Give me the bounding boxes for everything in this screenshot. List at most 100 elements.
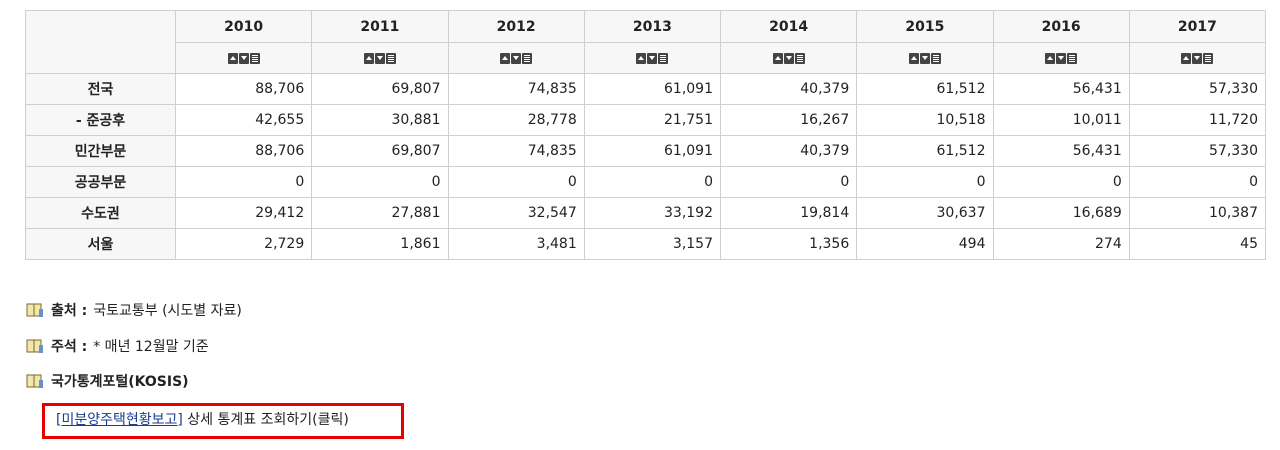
kosis-link[interactable]: [미분양주택현황보고] <box>56 412 183 428</box>
cell: 40,379 <box>719 73 858 105</box>
sort-button[interactable] <box>1203 52 1214 64</box>
cell: 0 <box>719 166 858 198</box>
cell: 88,706 <box>174 135 313 167</box>
book-icon <box>26 339 43 353</box>
sort-button[interactable] <box>1045 52 1056 64</box>
sort-button[interactable] <box>908 52 919 64</box>
table-row: 민간부문 88,706 69,807 74,835 61,091 40,379 61,512… <box>25 135 1267 167</box>
cell: 56,431 <box>992 135 1130 167</box>
sort-cell <box>1128 42 1267 74</box>
sort-cell <box>583 42 722 74</box>
kosis-note: 국가통계포털(KOSIS) <box>25 371 189 391</box>
sort-icons <box>1045 52 1078 64</box>
sort-button[interactable] <box>511 52 522 64</box>
sort-button[interactable] <box>522 52 533 64</box>
column-header: 2017 <box>1128 10 1267 43</box>
sort-button[interactable] <box>1056 52 1067 64</box>
sort-button[interactable] <box>1181 52 1192 64</box>
corner-cell <box>25 10 176 74</box>
sort-button[interactable] <box>500 52 511 64</box>
row-label: - 준공후 <box>25 104 176 136</box>
table-row: 서울 2,729 1,861 3,481 3,157 1,356 494 274 45 <box>25 228 1267 260</box>
sort-cell <box>719 42 858 74</box>
cell: 19,814 <box>719 197 858 229</box>
cell: 494 <box>856 228 994 260</box>
column-header: 2012 <box>447 10 585 43</box>
sort-button[interactable] <box>794 52 805 64</box>
sort-icons <box>363 52 396 64</box>
sort-button[interactable] <box>363 52 374 64</box>
column-header: 2013 <box>583 10 722 43</box>
data-table: 2010 2011 2012 2013 2014 2015 2016 2017 전국 88,70… <box>25 10 1267 260</box>
sort-icons <box>227 52 260 64</box>
sort-button[interactable] <box>919 52 930 64</box>
sort-button[interactable] <box>374 52 385 64</box>
column-header: 2014 <box>719 10 858 43</box>
cell: 21,751 <box>583 104 722 136</box>
source-text: 국토교통부 (시도별 자료) <box>93 303 242 319</box>
table-row: - 준공후 42,655 30,881 28,778 21,751 16,267 10,51… <box>25 104 1267 136</box>
cell: 74,835 <box>447 73 585 105</box>
kosis-link-text[interactable]: 상세 통계표 조회하기(클릭) <box>187 412 349 428</box>
sort-button[interactable] <box>647 52 658 64</box>
kosis-link-row: [미분양주택현황보고] 상세 통계표 조회하기(클릭) <box>56 409 349 429</box>
cell: 69,807 <box>311 135 449 167</box>
source-label: 출처 : <box>51 303 88 319</box>
row-label: 수도권 <box>25 197 176 229</box>
sort-cell <box>447 42 585 74</box>
cell: 32,547 <box>447 197 585 229</box>
column-header: 2016 <box>992 10 1130 43</box>
sort-button[interactable] <box>783 52 794 64</box>
sort-button[interactable] <box>385 52 396 64</box>
cell: 42,655 <box>174 104 313 136</box>
sort-button[interactable] <box>772 52 783 64</box>
sort-button[interactable] <box>238 52 249 64</box>
column-header: 2011 <box>311 10 449 43</box>
cell: 61,512 <box>856 135 994 167</box>
sort-icons <box>772 52 805 64</box>
sort-icons <box>908 52 941 64</box>
sort-button[interactable] <box>636 52 647 64</box>
cell: 30,881 <box>311 104 449 136</box>
sort-cell <box>174 42 313 74</box>
cell: 10,518 <box>856 104 994 136</box>
cell: 0 <box>311 166 449 198</box>
cell: 1,356 <box>719 228 858 260</box>
cell: 88,706 <box>174 73 313 105</box>
row-label: 서울 <box>25 228 176 260</box>
cell: 16,689 <box>992 197 1130 229</box>
cell: 274 <box>992 228 1130 260</box>
column-header: 2010 <box>174 10 313 43</box>
cell: 16,267 <box>719 104 858 136</box>
cell: 61,091 <box>583 73 722 105</box>
table-row: 전국 88,706 69,807 74,835 61,091 40,379 61,512 56… <box>25 73 1267 105</box>
sort-row <box>26 42 1267 74</box>
sort-icons <box>636 52 669 64</box>
kosis-title: 국가통계포털(KOSIS) <box>51 374 189 390</box>
remark-text: * 매년 12월말 기준 <box>93 339 209 355</box>
sort-cell <box>856 42 994 74</box>
row-label: 전국 <box>25 73 176 105</box>
sort-button[interactable] <box>930 52 941 64</box>
cell: 1,861 <box>311 228 449 260</box>
sort-button[interactable] <box>1067 52 1078 64</box>
cell: 0 <box>856 166 994 198</box>
cell: 61,512 <box>856 73 994 105</box>
cell: 27,881 <box>311 197 449 229</box>
cell: 10,011 <box>992 104 1130 136</box>
cell: 45 <box>1128 228 1267 260</box>
sort-button[interactable] <box>227 52 238 64</box>
cell: 3,157 <box>583 228 722 260</box>
cell: 0 <box>1128 166 1267 198</box>
cell: 61,091 <box>583 135 722 167</box>
sort-button[interactable] <box>658 52 669 64</box>
cell: 2,729 <box>174 228 313 260</box>
sort-button[interactable] <box>1192 52 1203 64</box>
source-note: 출처 : 국토교통부 (시도별 자료) <box>25 300 242 320</box>
cell: 0 <box>583 166 722 198</box>
table-body: 전국 88,706 69,807 74,835 61,091 40,379 61,512 56… <box>25 73 1267 260</box>
cell: 57,330 <box>1128 73 1267 105</box>
sort-button[interactable] <box>249 52 260 64</box>
cell: 29,412 <box>174 197 313 229</box>
remark-label: 주석 : <box>51 339 88 355</box>
